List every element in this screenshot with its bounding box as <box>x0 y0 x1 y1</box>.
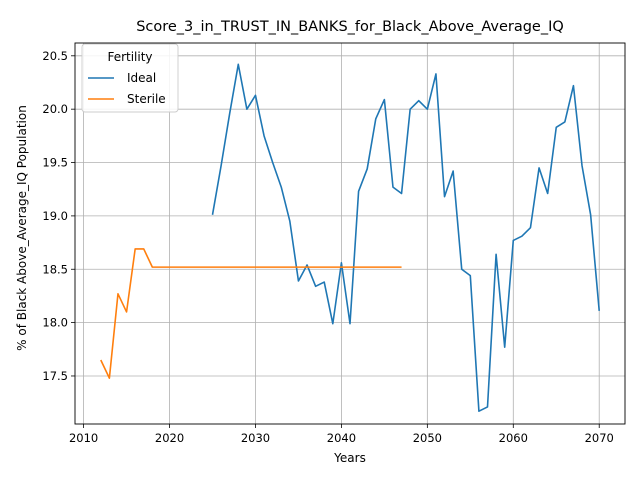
x-tick-label: 2040 <box>327 431 356 445</box>
x-axis-ticks: 2010 2020 2030 2040 2050 2060 2070 <box>69 424 614 445</box>
series-lines <box>100 63 601 412</box>
x-tick-label: 2020 <box>155 431 184 445</box>
series-line-sterile <box>100 248 402 379</box>
y-tick-label: 18.5 <box>42 262 68 276</box>
x-axis-label: Years <box>333 451 366 465</box>
y-tick-label: 18.0 <box>42 316 68 330</box>
legend-label-ideal: Ideal <box>127 71 156 85</box>
chart-title: Score_3_in_TRUST_IN_BANKS_for_Black_Abov… <box>136 19 564 35</box>
x-tick-label: 2010 <box>69 431 98 445</box>
y-tick-label: 20.5 <box>42 49 68 63</box>
legend: Fertility Ideal Sterile <box>81 43 179 113</box>
legend-box <box>81 43 179 113</box>
legend-items: Ideal Sterile <box>88 71 166 106</box>
y-axis-label: % of Black Above_Average_IQ Population <box>15 105 29 351</box>
x-tick-label: 2050 <box>413 431 442 445</box>
y-tick-label: 19.5 <box>42 156 68 170</box>
x-tick-label: 2060 <box>499 431 528 445</box>
x-tick-label: 2030 <box>241 431 270 445</box>
x-tick-label: 2070 <box>585 431 614 445</box>
y-tick-label: 19.0 <box>42 209 68 223</box>
series-line-ideal <box>211 63 601 412</box>
legend-title: Fertility <box>107 50 152 64</box>
plot-frame <box>74 42 626 425</box>
y-tick-label: 20.0 <box>42 102 68 116</box>
y-tick-label: 17.5 <box>42 369 68 383</box>
grid <box>75 43 625 424</box>
y-axis-ticks: 17.5 18.0 18.5 19.0 19.5 20.0 20.5 <box>42 49 75 383</box>
legend-label-sterile: Sterile <box>127 92 166 106</box>
